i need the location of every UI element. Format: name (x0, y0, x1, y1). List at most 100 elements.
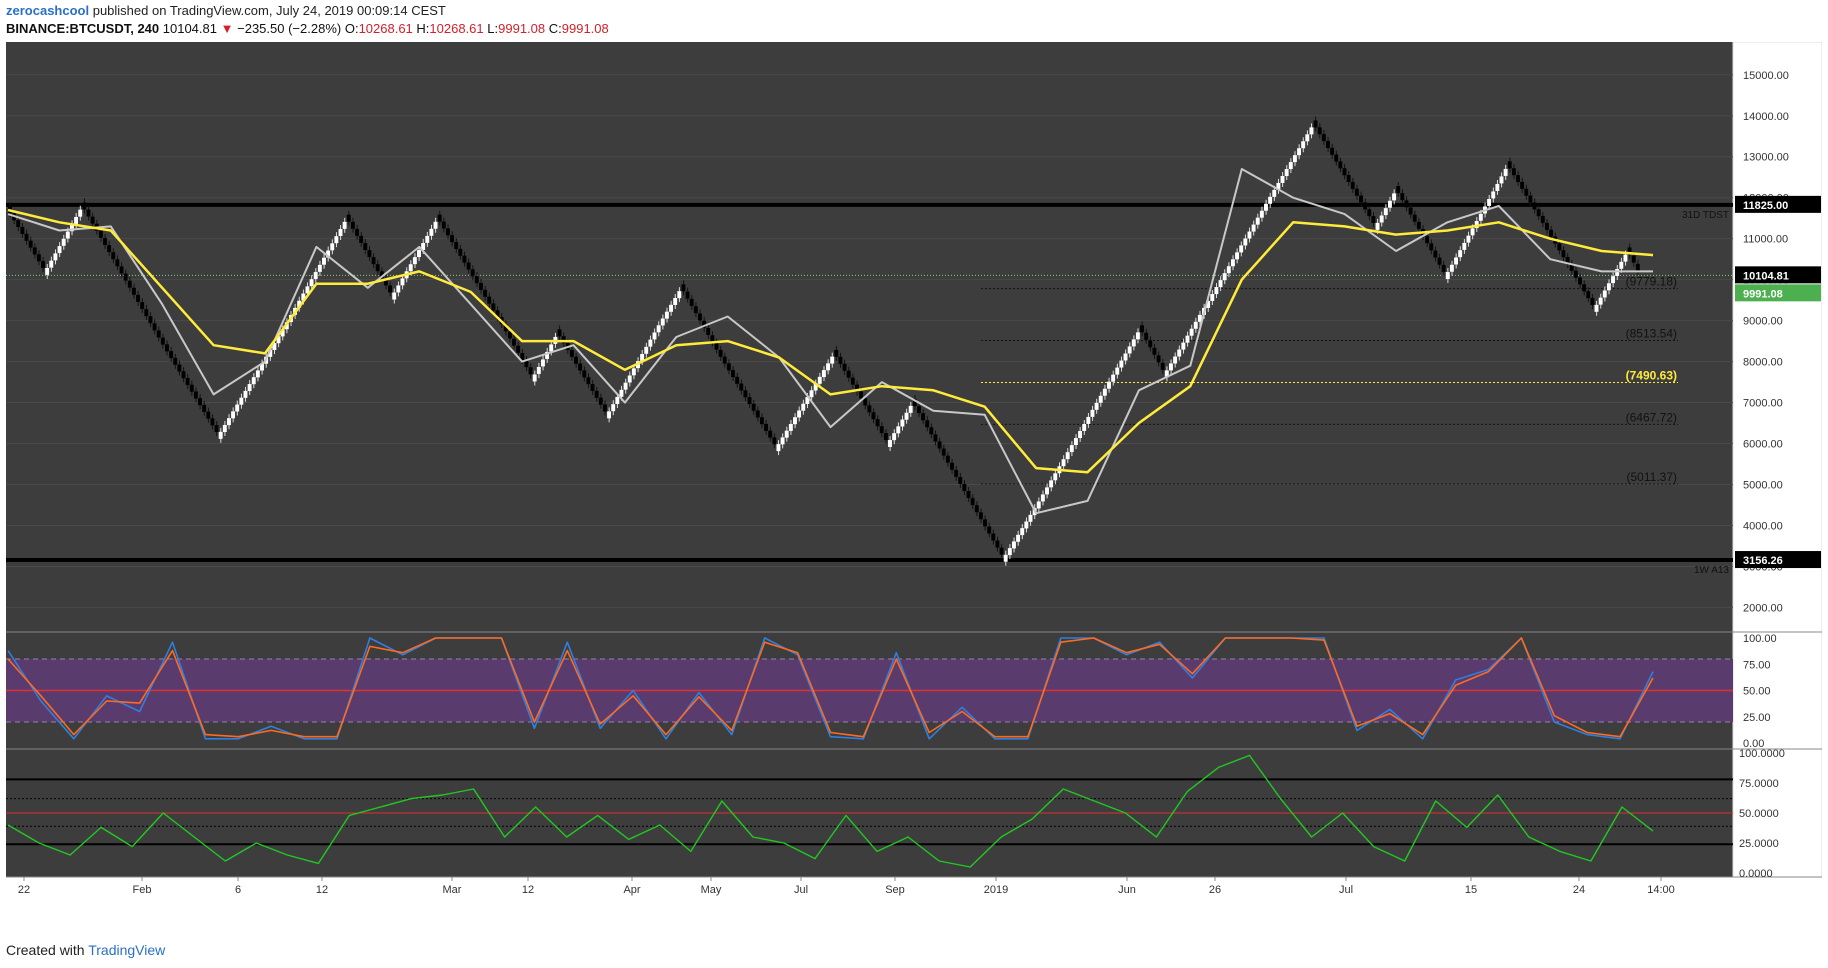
price-tick-label: 6000.00 (1743, 439, 1783, 451)
renko-brick (1540, 216, 1545, 224)
oscillator-tick-label: 100.0000 (1739, 748, 1785, 760)
renko-brick (1557, 243, 1562, 251)
renko-brick (375, 264, 380, 272)
price-pane (6, 42, 1733, 632)
sr-price-tag (1735, 551, 1821, 569)
renko-brick (1292, 155, 1297, 163)
open-value: 10268.61 (358, 21, 413, 36)
renko-brick (768, 430, 773, 438)
renko-brick (941, 448, 946, 456)
renko-brick (859, 391, 864, 399)
renko-brick (1301, 141, 1306, 149)
renko-brick (268, 349, 273, 357)
chart-area[interactable]: 15000.0014000.0013000.0012000.0011000.00… (6, 42, 1822, 939)
price-tick-label: 7000.00 (1743, 398, 1783, 410)
renko-brick (896, 426, 901, 434)
renko-brick (933, 434, 938, 442)
close-value: 9991.08 (561, 21, 609, 36)
renko-brick (945, 455, 950, 463)
renko-brick (801, 403, 806, 411)
renko-brick (1168, 363, 1173, 371)
renko-brick (1040, 494, 1045, 502)
symbol-label: BINANCE:BTCUSDT, 240 (6, 21, 160, 36)
renko-brick (1115, 367, 1120, 375)
price-tick-label: 9000.00 (1743, 316, 1783, 328)
renko-brick (545, 351, 550, 359)
renko-brick (1325, 140, 1330, 148)
renko-brick (1437, 257, 1442, 265)
renko-brick (962, 483, 967, 491)
renko-brick (627, 375, 632, 383)
renko-brick (983, 519, 987, 527)
renko-brick (1007, 548, 1012, 556)
renko-brick (251, 377, 256, 385)
renko-brick (222, 425, 227, 432)
renko-brick (1098, 395, 1103, 403)
oscillator-line (7, 754, 1654, 868)
renko-brick (904, 412, 909, 420)
tradingview-logo[interactable]: TradingView (88, 942, 166, 958)
renko-brick (1107, 381, 1111, 389)
renko-brick (136, 294, 141, 302)
ema-slow-line (7, 208, 1654, 474)
renko-brick (640, 354, 645, 361)
renko-brick (330, 243, 335, 251)
renko-brick (838, 356, 843, 364)
renko-brick (921, 413, 926, 421)
renko-brick (1536, 209, 1541, 217)
renko-brick (1507, 161, 1512, 169)
renko-brick (445, 228, 450, 236)
renko-brick (1160, 362, 1165, 370)
renko-brick (1623, 254, 1628, 262)
renko-brick (388, 285, 393, 293)
time-tick-label: 6 (235, 884, 241, 896)
renko-brick (305, 286, 310, 294)
renko-brick (892, 433, 897, 441)
renko-brick (611, 404, 616, 412)
renko-brick (1387, 200, 1392, 208)
renko-brick (747, 397, 752, 404)
renko-brick (1313, 120, 1318, 128)
renko-brick (916, 406, 921, 414)
renko-brick (697, 313, 702, 321)
renko-brick (875, 419, 880, 427)
author-link[interactable]: zerocashcool (6, 3, 90, 18)
renko-brick (925, 420, 930, 428)
renko-brick (1272, 189, 1277, 197)
renko-brick (1330, 147, 1335, 155)
renko-brick (863, 398, 868, 406)
renko-brick (669, 304, 673, 312)
renko-brick (991, 533, 996, 541)
renko-brick (1379, 215, 1384, 223)
close-price-tag-label: 9991.08 (1743, 288, 1783, 300)
renko-brick (491, 303, 496, 311)
renko-brick (830, 356, 835, 364)
renko-brick (1011, 541, 1016, 549)
renko-brick (586, 377, 591, 385)
renko-brick (524, 360, 529, 368)
renko-brick (974, 505, 979, 513)
renko-brick (1309, 127, 1314, 135)
renko-brick (16, 220, 21, 228)
renko-brick (53, 253, 58, 261)
renko-brick (751, 403, 756, 411)
renko-brick (793, 417, 797, 425)
time-tick-label: 15 (1465, 884, 1477, 896)
renko-brick (1317, 127, 1322, 135)
renko-brick (193, 391, 198, 399)
renko-brick (1206, 300, 1211, 308)
time-tick-label: 2019 (984, 884, 1008, 896)
renko-brick (850, 377, 855, 385)
renko-brick (1297, 148, 1301, 156)
renko-brick (805, 397, 810, 404)
renko-brick (958, 476, 963, 484)
renko-brick (1392, 193, 1397, 201)
renko-brick (871, 412, 876, 420)
renko-brick (41, 261, 45, 269)
fib-level-label: (8513.54) (1626, 327, 1677, 341)
renko-brick (140, 302, 145, 309)
renko-brick (888, 440, 892, 448)
renko-brick (400, 278, 405, 286)
renko-brick (1181, 342, 1186, 350)
renko-brick (1449, 264, 1454, 272)
